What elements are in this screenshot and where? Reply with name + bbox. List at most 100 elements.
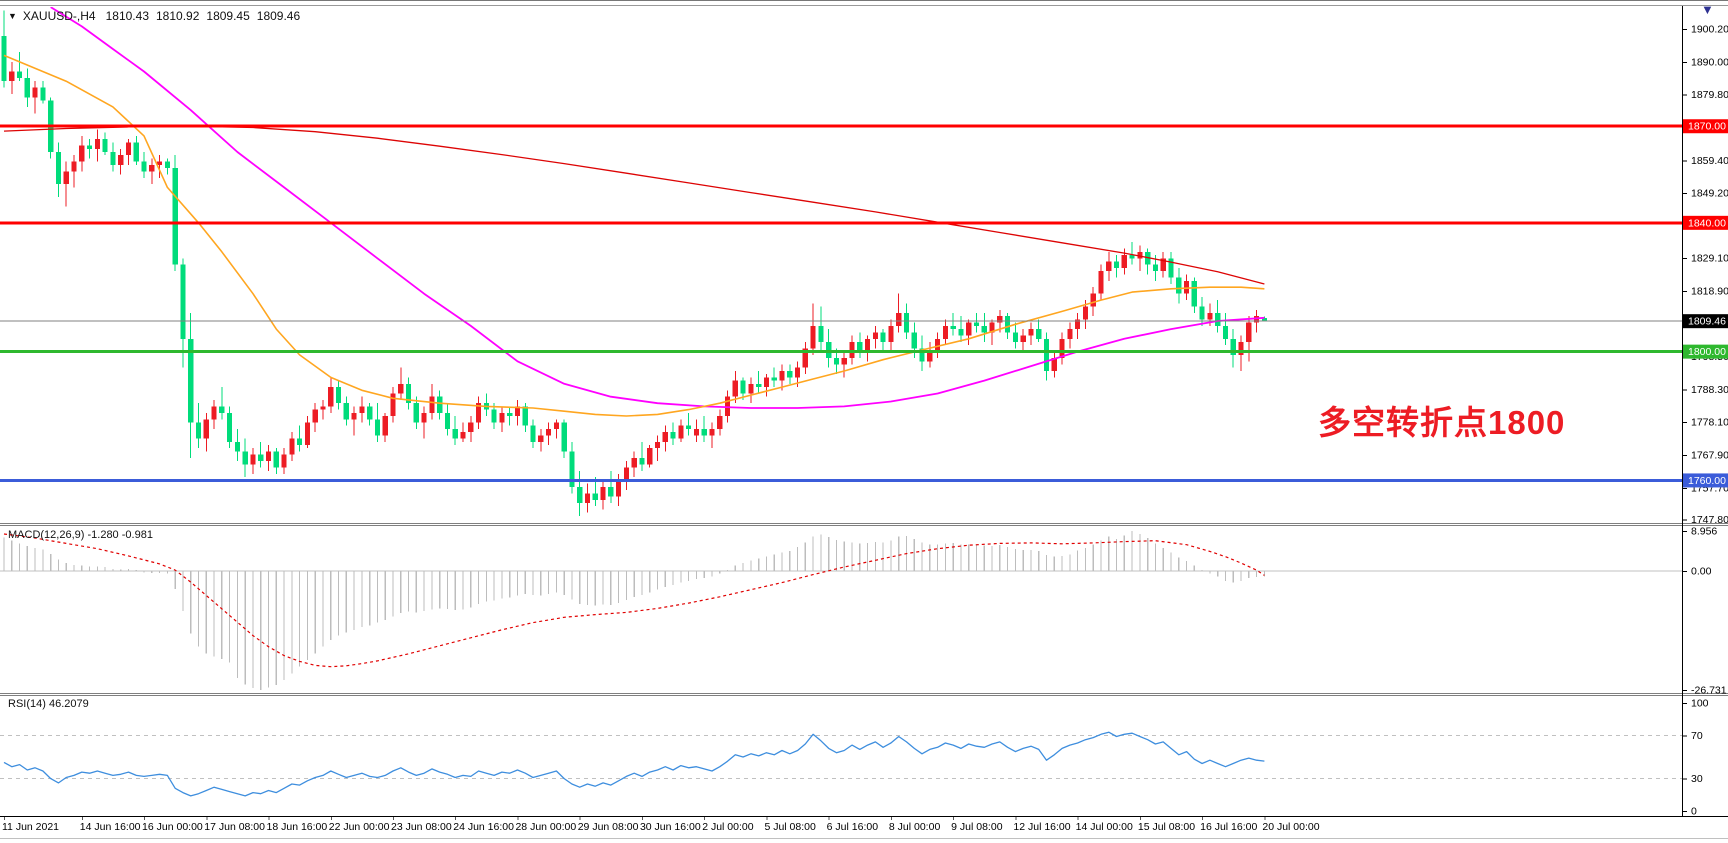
time-axis[interactable]: 11 Jun 2021 14 Jun 16:00 16 Jun 00:00 17 Ju… bbox=[2, 817, 1320, 833]
time-tick-label: 18 Jun 16:00 bbox=[267, 821, 328, 833]
axis-tick-label: 1900.20 bbox=[1691, 23, 1728, 35]
candle bbox=[1106, 251, 1112, 281]
candle bbox=[919, 335, 925, 371]
time-tick-label: 14 Jul 00:00 bbox=[1076, 821, 1133, 833]
axis-tick-label: 1788.30 bbox=[1691, 384, 1728, 396]
candle bbox=[1098, 264, 1104, 301]
candle bbox=[864, 335, 871, 362]
candle bbox=[405, 377, 412, 410]
time-tick-label: 8 Jul 00:00 bbox=[889, 821, 941, 833]
candle bbox=[48, 97, 54, 159]
candle bbox=[818, 306, 824, 352]
candle bbox=[437, 390, 443, 420]
axis-tick-label: 0 bbox=[1691, 805, 1697, 817]
candle bbox=[647, 445, 653, 468]
quote-close: 1809.46 bbox=[256, 9, 301, 23]
candle bbox=[483, 393, 489, 417]
time-tick-label: 2 Jul 00:00 bbox=[702, 821, 754, 833]
axis-tick-label: 1859.40 bbox=[1691, 155, 1728, 167]
price-line-label: 1840.00 bbox=[1683, 215, 1728, 230]
candle bbox=[421, 406, 427, 439]
candle bbox=[701, 416, 707, 442]
candle bbox=[304, 416, 311, 449]
candle bbox=[281, 448, 287, 474]
candle bbox=[460, 422, 466, 442]
price-axis[interactable]: 1900.20 1890.00 1879.80 1859.40 1849.20 1829.… bbox=[1682, 23, 1728, 817]
price-line-label: 1760.00 bbox=[1683, 473, 1728, 488]
rsi-panel[interactable] bbox=[0, 731, 1682, 797]
candle bbox=[475, 396, 482, 429]
candle bbox=[756, 370, 762, 394]
candle bbox=[662, 425, 668, 452]
candle bbox=[328, 377, 334, 413]
candle bbox=[219, 387, 225, 420]
candle bbox=[872, 325, 878, 349]
candle bbox=[1230, 329, 1236, 368]
candle bbox=[857, 332, 863, 359]
candle bbox=[1028, 322, 1034, 346]
candle bbox=[1129, 242, 1135, 265]
quote-open: 1810.43 bbox=[105, 9, 149, 23]
macd-value-main: -1.280 bbox=[87, 529, 119, 541]
ma-orange-line bbox=[3, 54, 1265, 417]
time-tick-label: 29 Jun 08:00 bbox=[578, 821, 639, 833]
macd-panel[interactable] bbox=[0, 531, 1682, 691]
candle bbox=[1137, 245, 1143, 272]
candle bbox=[896, 293, 902, 333]
candle bbox=[849, 335, 855, 365]
candle bbox=[880, 329, 886, 352]
candle bbox=[102, 132, 108, 156]
candle bbox=[584, 483, 591, 513]
candle bbox=[297, 425, 303, 452]
candle bbox=[390, 387, 396, 423]
candle bbox=[133, 135, 139, 165]
time-tick-label: 5 Jul 08:00 bbox=[764, 821, 816, 833]
candle bbox=[63, 161, 69, 207]
candle bbox=[258, 441, 264, 468]
candle bbox=[1051, 351, 1057, 378]
candle bbox=[234, 428, 240, 462]
ma-magenta-line bbox=[50, 7, 1265, 409]
quote-low: 1809.45 bbox=[206, 9, 250, 23]
candle bbox=[810, 303, 816, 355]
time-tick-label: 28 Jun 00:00 bbox=[515, 821, 576, 833]
candle bbox=[382, 412, 388, 442]
price-line-label: 1870.00 bbox=[1683, 119, 1728, 134]
price-line-label: 1800.00 bbox=[1683, 344, 1728, 359]
candle bbox=[1215, 300, 1221, 333]
chart-shift-marker-icon[interactable]: ▼ bbox=[1701, 2, 1714, 17]
time-tick-label: 17 Jun 08:00 bbox=[204, 821, 265, 833]
candle bbox=[71, 155, 77, 188]
candle bbox=[639, 441, 645, 471]
candle bbox=[1012, 322, 1018, 349]
candle bbox=[771, 367, 777, 388]
candle bbox=[312, 403, 318, 433]
candle bbox=[748, 377, 754, 404]
candle bbox=[1160, 251, 1166, 278]
macd-signal-line bbox=[3, 533, 1265, 668]
axis-tick-label: 1890.00 bbox=[1691, 56, 1728, 68]
candle bbox=[981, 312, 987, 342]
symbol-dropdown-icon[interactable]: ▼ bbox=[8, 11, 17, 21]
candle bbox=[1176, 267, 1182, 304]
svg-text:1760.00: 1760.00 bbox=[1688, 475, 1726, 487]
candle bbox=[709, 422, 715, 449]
candle bbox=[227, 406, 233, 449]
candle bbox=[561, 419, 567, 458]
main-price-panel[interactable] bbox=[0, 7, 1682, 516]
macd-value-signal: -0.981 bbox=[121, 529, 153, 541]
candle bbox=[203, 412, 209, 452]
candle bbox=[942, 319, 948, 346]
candle bbox=[693, 419, 700, 442]
time-tick-label: 30 Jun 16:00 bbox=[640, 821, 701, 833]
candle bbox=[958, 316, 964, 342]
candle bbox=[444, 403, 451, 436]
candle bbox=[273, 448, 279, 474]
candle bbox=[180, 258, 186, 368]
time-tick-label: 16 Jun 00:00 bbox=[142, 821, 203, 833]
svg-text:1809.46: 1809.46 bbox=[1688, 316, 1726, 328]
candle bbox=[1059, 332, 1065, 365]
rsi-name: RSI(14) bbox=[8, 698, 46, 710]
